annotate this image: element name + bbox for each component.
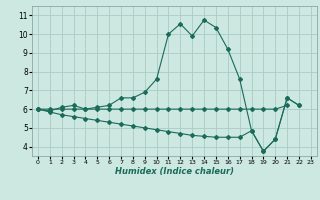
X-axis label: Humidex (Indice chaleur): Humidex (Indice chaleur)	[115, 167, 234, 176]
